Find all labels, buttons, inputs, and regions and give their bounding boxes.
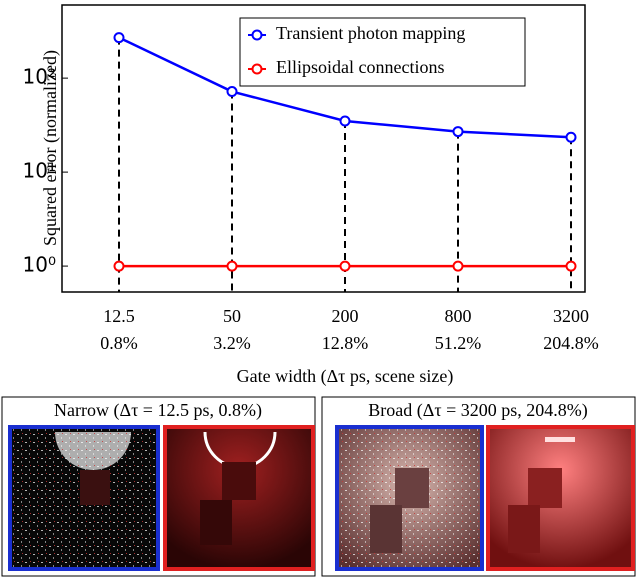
point bbox=[339, 115, 351, 127]
panel-title: Narrow (Δτ = 12.5 ps, 0.8%) bbox=[54, 400, 262, 421]
x-tick-sublabel: 12.8% bbox=[322, 333, 369, 353]
legend-swatch bbox=[251, 63, 263, 75]
point bbox=[565, 260, 577, 272]
y-tick-label: 10² bbox=[23, 65, 56, 89]
y-tick-label: 10¹ bbox=[23, 159, 56, 183]
x-tick-sublabel: 51.2% bbox=[435, 333, 482, 353]
y-tick-label: 10⁰ bbox=[23, 253, 56, 277]
legend-swatch bbox=[251, 29, 263, 41]
point bbox=[452, 126, 464, 138]
render-image bbox=[163, 425, 315, 571]
point bbox=[565, 131, 577, 143]
point bbox=[113, 260, 125, 272]
x-tick-sublabel: 204.8% bbox=[543, 333, 599, 353]
x-tick-sublabel: 3.2% bbox=[213, 333, 251, 353]
point bbox=[226, 260, 238, 272]
plot-frame bbox=[61, 4, 586, 293]
point bbox=[452, 260, 464, 272]
x-tick-label: 12.5 bbox=[103, 306, 135, 326]
panel-title: Broad (Δτ = 3200 ps, 204.8%) bbox=[368, 400, 587, 421]
x-axis-label: Gate width (Δτ ps, scene size) bbox=[237, 366, 454, 387]
x-tick-sublabel: 0.8% bbox=[100, 333, 138, 353]
render-image bbox=[335, 425, 484, 571]
point bbox=[113, 32, 125, 44]
x-tick-label: 50 bbox=[223, 306, 241, 326]
x-tick-label: 3200 bbox=[553, 306, 589, 326]
x-tick-label: 800 bbox=[445, 306, 472, 326]
legend-box bbox=[239, 17, 526, 87]
render-image bbox=[486, 425, 635, 571]
x-tick-label: 200 bbox=[332, 306, 359, 326]
y-axis-label: Squared error (normalized) bbox=[40, 50, 61, 246]
point bbox=[339, 260, 351, 272]
render-image bbox=[8, 425, 160, 571]
legend-label: Transient photon mapping bbox=[276, 23, 465, 43]
legend-label: Ellipsoidal connections bbox=[276, 57, 444, 77]
point bbox=[226, 86, 238, 98]
